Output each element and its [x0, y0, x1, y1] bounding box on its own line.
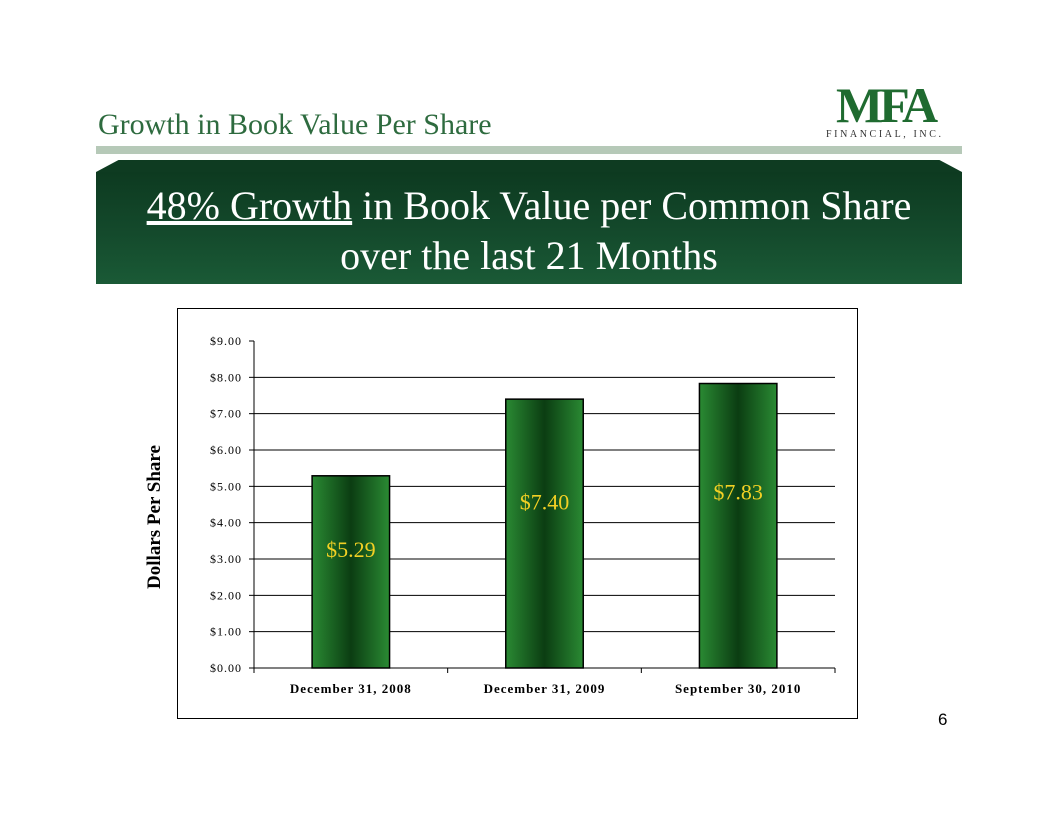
- bar-data-label: $7.40: [520, 489, 570, 514]
- x-tick-label: December 31, 2008: [290, 681, 412, 696]
- y-tick-label: $0.00: [210, 661, 242, 675]
- bar: [311, 475, 391, 669]
- labels: $0.00 $1.00 $2.00 $3.00 $4.00 $5.00 $6.00 $7.00…: [210, 334, 801, 696]
- bar: [698, 382, 778, 669]
- logo-mark: MFA: [836, 77, 938, 133]
- y-tick-label: $3.00: [210, 552, 242, 566]
- bar-data-label: $7.83: [713, 480, 763, 505]
- headline-line-2: over the last 21 Months: [340, 233, 718, 278]
- headline-banner: 48% Growth in Book Value per Common Shar…: [96, 172, 962, 284]
- y-tick-label: $6.00: [210, 443, 242, 457]
- headline-rest: in Book Value per Common Share: [352, 183, 912, 228]
- y-tick-label: $4.00: [210, 516, 242, 530]
- company-logo: MFA FINANCIAL, INC.: [826, 80, 956, 144]
- title-rule: [96, 146, 962, 154]
- x-tick-label: December 31, 2009: [484, 681, 606, 696]
- y-tick-label: $9.00: [210, 334, 242, 348]
- y-tick-label: $1.00: [210, 625, 242, 639]
- page-title: Growth in Book Value Per Share: [98, 108, 492, 141]
- bar: [505, 398, 584, 669]
- y-tick-label: $8.00: [210, 370, 242, 384]
- page-number: 6: [938, 710, 948, 729]
- bars: [311, 382, 778, 669]
- y-tick-label: $7.00: [210, 407, 242, 421]
- headline-line-1: 48% Growth in Book Value per Common Shar…: [96, 181, 962, 231]
- banner-bevel: [96, 160, 962, 172]
- y-tick-label: $2.00: [210, 588, 242, 602]
- y-tick-label: $5.00: [210, 479, 242, 493]
- x-tick-label: September 30, 2010: [675, 681, 801, 696]
- bar-data-label: $5.29: [326, 537, 376, 562]
- headline-emphasis: 48% Growth: [146, 183, 353, 228]
- logo-subtitle: FINANCIAL, INC.: [826, 129, 944, 140]
